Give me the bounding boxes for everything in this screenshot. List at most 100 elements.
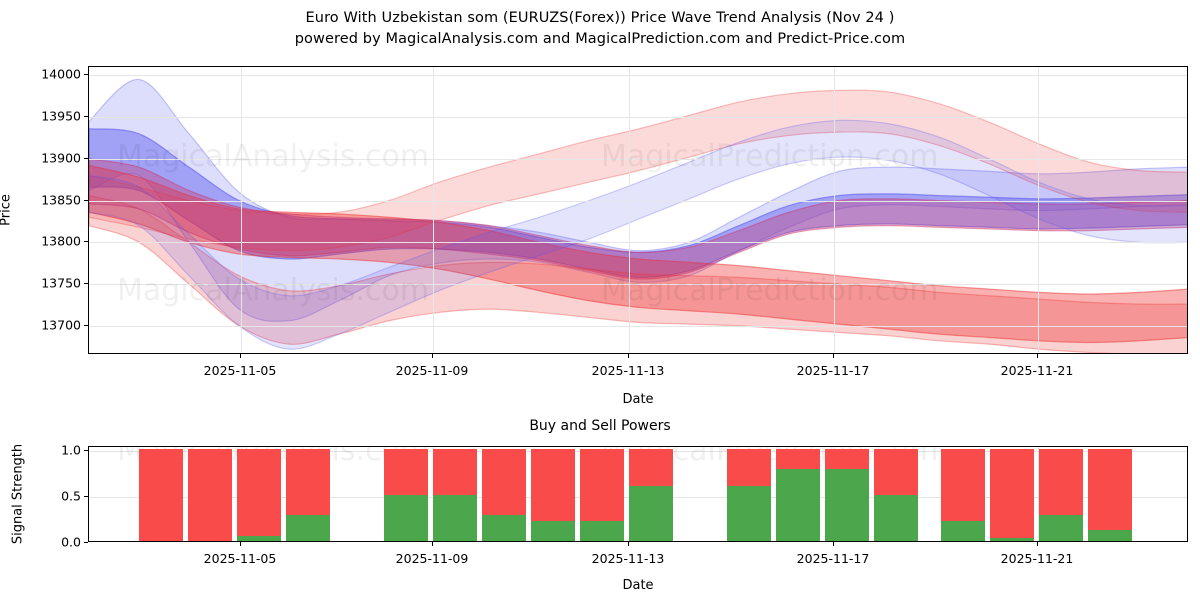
price-gridline: [89, 242, 1187, 244]
price-x-tick: 2025-11-09: [395, 363, 469, 378]
power-bar-sell-segment: [188, 448, 232, 541]
price-y-tick: 13850: [41, 192, 81, 208]
price-gridline: [89, 158, 1187, 160]
price-y-tickmark: [84, 241, 88, 243]
title-line-secondary: powered by MagicalAnalysis.com and Magic…: [294, 31, 906, 47]
price-wave-plot: MagicalAnalysis.com MagicalPrediction.co…: [88, 66, 1188, 354]
power-bar-sell-segment: [874, 448, 918, 495]
power-bar[interactable]: [286, 448, 330, 541]
power-bar-sell-segment: [776, 448, 820, 469]
power-bar-buy-segment: [1039, 515, 1083, 541]
power-bar-buy-segment: [825, 469, 869, 541]
price-band-red-upper: [89, 89, 1187, 252]
price-x-tick: 2025-11-17: [796, 363, 870, 378]
powers-x-tick: 2025-11-21: [1000, 551, 1074, 566]
powers-x-tickmark: [833, 542, 834, 546]
price-x-axis-label: Date: [622, 392, 654, 407]
power-bar-sell-segment: [825, 448, 869, 469]
price-gridline: [89, 75, 1187, 77]
power-bar[interactable]: [776, 448, 820, 541]
powers-chart-title: Buy and Sell Powers: [529, 418, 671, 434]
powers-x-tick: 2025-11-17: [796, 551, 870, 566]
power-bar-sell-segment: [139, 448, 183, 541]
power-bar-sell-segment: [384, 448, 428, 495]
price-gridline: [89, 117, 1187, 119]
power-bar[interactable]: [482, 448, 526, 541]
price-band-red-lower-fan: [89, 194, 1187, 353]
power-bar-sell-segment: [990, 448, 1034, 539]
price-y-tickmark: [84, 283, 88, 285]
powers-x-tickmark: [240, 542, 241, 546]
power-bar-buy-segment: [1088, 529, 1132, 541]
power-bar[interactable]: [433, 448, 477, 541]
power-bar-sell-segment: [531, 448, 575, 521]
powers-y-tick: 0.0: [61, 534, 81, 550]
price-y-tick: 13750: [41, 275, 81, 291]
powers-y-tick: 1.0: [61, 442, 81, 458]
power-bar-buy-segment: [776, 469, 820, 541]
price-gridline-vertical: [629, 67, 630, 353]
powers-gridline-vertical: [1038, 447, 1039, 541]
power-bar[interactable]: [941, 448, 985, 541]
power-bar[interactable]: [1039, 448, 1083, 541]
power-bar[interactable]: [629, 448, 673, 541]
price-x-tickmark: [432, 354, 433, 358]
price-y-tickmark: [84, 74, 88, 76]
powers-y-tickmark: [84, 495, 88, 497]
power-bar-buy-segment: [941, 520, 985, 541]
price-y-tickmark: [84, 324, 88, 326]
power-bar-buy-segment: [580, 520, 624, 541]
price-y-tickmark: [84, 116, 88, 118]
power-bar[interactable]: [874, 448, 918, 541]
powers-x-tickmark: [628, 542, 629, 546]
power-bar-sell-segment: [286, 448, 330, 516]
title-line-primary: Euro With Uzbekistan som (EURUZS(Forex))…: [305, 10, 895, 26]
price-wave-bands: [89, 78, 1187, 353]
price-y-tick: 13900: [41, 150, 81, 166]
price-y-axis-label: Price: [0, 194, 14, 226]
power-bar-buy-segment: [874, 494, 918, 541]
price-gridline: [89, 284, 1187, 286]
power-bar-sell-segment: [580, 448, 624, 521]
power-bar[interactable]: [139, 448, 183, 541]
power-bar-buy-segment: [286, 515, 330, 541]
price-y-tickmark: [84, 157, 88, 159]
power-bar-buy-segment: [629, 485, 673, 541]
power-bar-sell-segment: [482, 448, 526, 516]
price-x-tickmark: [240, 354, 241, 358]
powers-x-tick: 2025-11-13: [591, 551, 665, 566]
power-bar-sell-segment: [1088, 448, 1132, 530]
power-bar[interactable]: [384, 448, 428, 541]
price-x-tickmark: [1037, 354, 1038, 358]
power-bar-buy-segment: [990, 538, 1034, 541]
price-band-magenta-overlap: [89, 158, 1187, 280]
powers-x-tick: 2025-11-09: [395, 551, 469, 566]
price-x-tickmark: [628, 354, 629, 358]
powers-y-tickmark: [84, 449, 88, 451]
price-y-tick: 13800: [41, 233, 81, 249]
power-bar-buy-segment: [482, 515, 526, 541]
power-bar[interactable]: [580, 448, 624, 541]
price-y-tick: 13950: [41, 108, 81, 124]
price-band-blue-core: [89, 128, 1187, 278]
power-bar-sell-segment: [433, 448, 477, 495]
power-bar-buy-segment: [433, 494, 477, 541]
price-band-blue-lower-fan: [89, 119, 1187, 350]
power-bar[interactable]: [727, 448, 771, 541]
price-gridline-vertical: [1038, 67, 1039, 353]
powers-y-tickmark: [84, 542, 88, 543]
powers-x-axis-label: Date: [622, 578, 654, 593]
price-x-tick: 2025-11-13: [591, 363, 665, 378]
power-bar[interactable]: [1088, 448, 1132, 541]
power-bar[interactable]: [237, 448, 281, 541]
power-bar[interactable]: [825, 448, 869, 541]
power-bar[interactable]: [531, 448, 575, 541]
price-y-tick: 13700: [41, 317, 81, 333]
price-gridline-vertical: [241, 67, 242, 353]
power-bar-buy-segment: [384, 494, 428, 541]
power-bar[interactable]: [188, 448, 232, 541]
price-x-tick: 2025-11-05: [203, 363, 277, 378]
power-bar[interactable]: [990, 448, 1034, 541]
power-bar-sell-segment: [629, 448, 673, 486]
